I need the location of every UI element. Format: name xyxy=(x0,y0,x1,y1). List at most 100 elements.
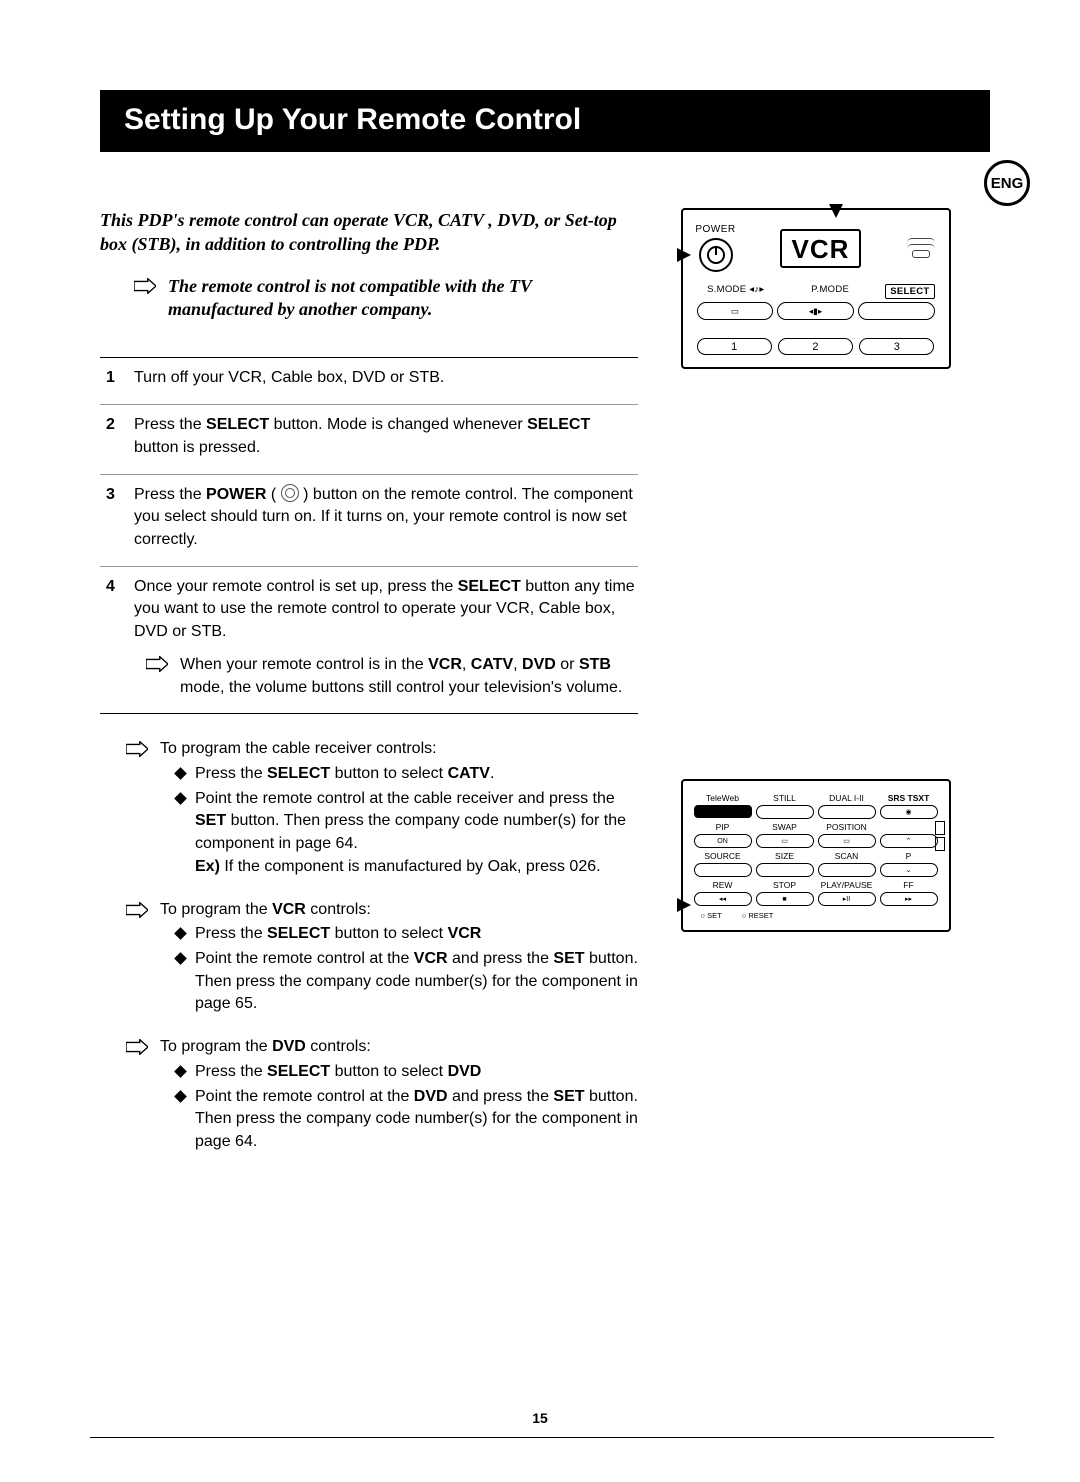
bullet-text: Point the remote control at the VCR and … xyxy=(195,948,638,1016)
power-icon xyxy=(281,484,299,502)
bullet-text: Point the remote control at the cable re… xyxy=(195,788,638,879)
page-title: Setting Up Your Remote Control xyxy=(104,93,987,149)
callout-arrow-icon xyxy=(829,204,843,218)
arrow-icon xyxy=(126,902,148,918)
position-button-icon: ▭ xyxy=(818,834,876,848)
power-label: POWER xyxy=(695,224,735,235)
bullet-icon xyxy=(174,952,187,965)
position-label: POSITION xyxy=(817,820,877,833)
subnote-text: When your remote control is in the VCR, … xyxy=(180,654,638,699)
pip-button-icon: ON xyxy=(694,834,752,848)
step-body: Turn off your VCR, Cable box, DVD or STB… xyxy=(134,367,638,390)
bullet-icon xyxy=(174,927,187,940)
programming-section: To program the cable receiver controls:P… xyxy=(100,738,638,1156)
num-1-button-icon: 1 xyxy=(697,338,772,355)
source-label: SOURCE xyxy=(693,849,753,862)
bullet-icon xyxy=(174,767,187,780)
step-number: 4 xyxy=(100,576,134,700)
p-label: P xyxy=(879,849,939,862)
dual-label: DUAL I-II xyxy=(817,791,877,804)
size-button-icon xyxy=(756,863,814,877)
bullet-text: Point the remote control at the DVD and … xyxy=(195,1086,638,1154)
title-bar: Setting Up Your Remote Control xyxy=(100,90,990,152)
scan-label: SCAN xyxy=(817,849,877,862)
reset-label: RESET xyxy=(742,911,774,920)
compatibility-note: The remote control is not compatible wit… xyxy=(134,275,638,322)
content-column: This PDP's remote control can operate VC… xyxy=(100,208,638,1174)
bullet-list: Press the SELECT button to select CATV.P… xyxy=(176,763,638,879)
program-body: To program the VCR controls:Press the SE… xyxy=(160,899,638,1019)
rew-label: REW xyxy=(693,878,753,891)
step-subnote: When your remote control is in the VCR, … xyxy=(146,654,638,699)
step-body: Once your remote control is set up, pres… xyxy=(134,576,638,700)
step-number: 2 xyxy=(100,414,134,459)
program-lead: To program the DVD controls: xyxy=(160,1036,638,1059)
ff-label: FF xyxy=(879,878,939,891)
list-item: Point the remote control at the DVD and … xyxy=(176,1086,638,1154)
bullet-text: Press the SELECT button to select CATV. xyxy=(195,763,638,786)
bullet-list: Press the SELECT button to select DVDPoi… xyxy=(176,1061,638,1154)
ir-icon xyxy=(907,237,935,259)
power-button-icon xyxy=(699,238,733,272)
step-number: 1 xyxy=(100,367,134,390)
down-button-icon: ⌄ xyxy=(880,863,938,877)
pmode-label: P.MODE xyxy=(791,284,870,299)
mode-display: VCR xyxy=(780,229,862,268)
stop-button-icon: ■ xyxy=(756,892,814,906)
program-block: To program the VCR controls:Press the SE… xyxy=(126,899,638,1019)
callout-arrow-icon xyxy=(677,898,691,912)
program-lead: To program the VCR controls: xyxy=(160,899,638,922)
list-item: Point the remote control at the VCR and … xyxy=(176,948,638,1016)
play-label: PLAY/PAUSE xyxy=(817,878,877,891)
program-lead: To program the cable receiver controls: xyxy=(160,738,638,761)
pmode-button-icon: ◂▮▸ xyxy=(777,302,854,320)
dual-button-icon xyxy=(818,805,876,819)
arrow-icon xyxy=(126,741,148,757)
smode-label: S.MODE ◂♪▸ xyxy=(697,284,776,299)
swap-button-icon: ▭ xyxy=(756,834,814,848)
arrow-icon xyxy=(126,1039,148,1055)
source-button-icon xyxy=(694,863,752,877)
swap-label: SWAP xyxy=(755,820,815,833)
select-button-icon xyxy=(858,302,935,320)
remote-bottom-diagram: TeleWeb STILL DUAL I-II SRS TSXT ◉ PIP S… xyxy=(681,779,951,932)
language-badge: ENG xyxy=(984,160,1030,206)
smode-button-icon: ▭ xyxy=(697,302,774,320)
bullet-text: Press the SELECT button to select VCR xyxy=(195,923,638,946)
set-label: SET xyxy=(701,911,722,920)
srs-label: SRS TSXT xyxy=(879,791,939,804)
program-block: To program the DVD controls:Press the SE… xyxy=(126,1036,638,1156)
note-text: The remote control is not compatible wit… xyxy=(168,275,638,322)
side-block-icon xyxy=(935,821,945,851)
list-item: Press the SELECT button to select VCR xyxy=(176,923,638,946)
still-button-icon xyxy=(756,805,814,819)
num-2-button-icon: 2 xyxy=(778,338,853,355)
intro-text: This PDP's remote control can operate VC… xyxy=(100,208,638,257)
page-number: 15 xyxy=(532,1410,548,1426)
arrow-icon xyxy=(134,278,156,294)
steps-list: 1Turn off your VCR, Cable box, DVD or ST… xyxy=(100,357,638,714)
teleweb-button-icon xyxy=(694,805,752,818)
still-label: STILL xyxy=(755,791,815,804)
bullet-icon xyxy=(174,792,187,805)
blank-label xyxy=(879,820,939,833)
step-number: 3 xyxy=(100,484,134,552)
bullet-text: Press the SELECT button to select DVD xyxy=(195,1061,638,1084)
stop-label: STOP xyxy=(755,878,815,891)
num-3-button-icon: 3 xyxy=(859,338,934,355)
step-row: 3Press the POWER ( ) button on the remot… xyxy=(100,475,638,567)
play-button-icon: ▸II xyxy=(818,892,876,906)
step-row: 1Turn off your VCR, Cable box, DVD or ST… xyxy=(100,358,638,405)
bullet-icon xyxy=(174,1065,187,1078)
program-body: To program the DVD controls:Press the SE… xyxy=(160,1036,638,1156)
select-label: SELECT xyxy=(885,284,934,299)
up-button-icon: ⌃ xyxy=(880,834,938,848)
step-row: 4Once your remote control is set up, pre… xyxy=(100,567,638,714)
bullet-list: Press the SELECT button to select VCRPoi… xyxy=(176,923,638,1016)
diagram-column: POWER VCR S.MODE ◂♪▸ P.MODE SELECT ▭ ◂▮▸ xyxy=(668,208,963,1174)
pip-label: PIP xyxy=(693,820,753,833)
teleweb-label: TeleWeb xyxy=(693,791,753,804)
ff-button-icon: ▸▸ xyxy=(880,892,938,906)
step-body: Press the SELECT button. Mode is changed… xyxy=(134,414,638,459)
list-item: Press the SELECT button to select DVD xyxy=(176,1061,638,1084)
